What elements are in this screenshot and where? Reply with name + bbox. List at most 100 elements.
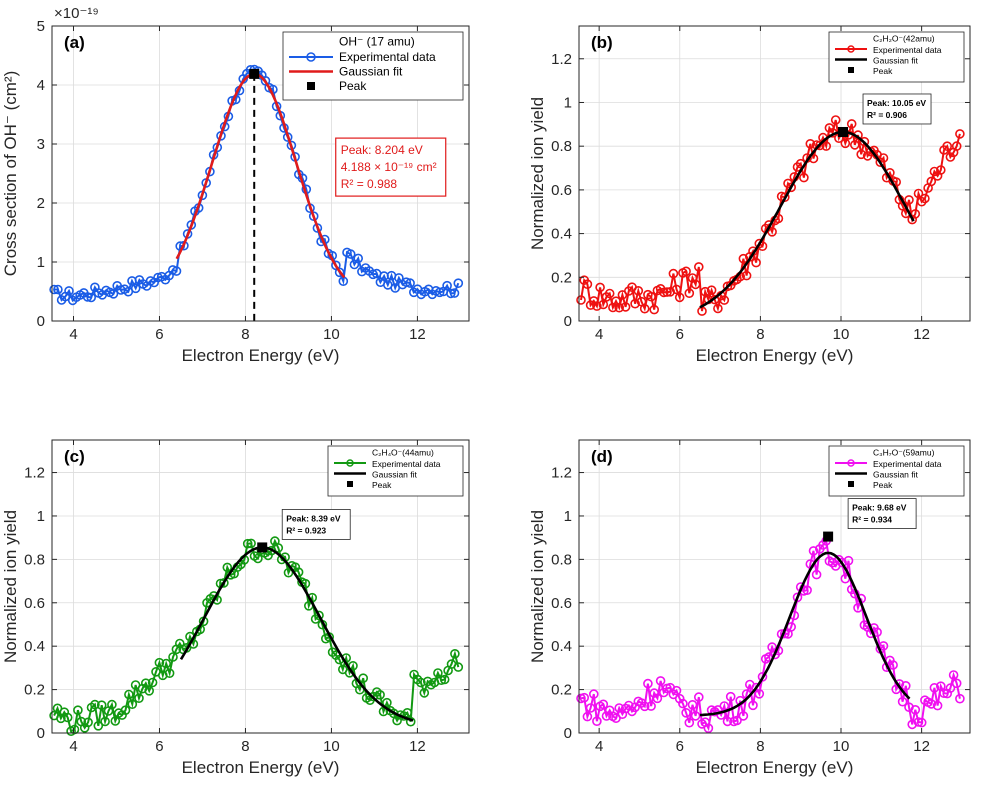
y-axis-label: Normalized ion yield: [528, 510, 547, 663]
x-axis-label: Electron Energy (eV): [696, 346, 854, 365]
legend-peak-swatch: [848, 67, 854, 73]
data-point: [843, 555, 854, 566]
data-point: [786, 182, 797, 193]
legend-entry-peak: Peak: [372, 480, 392, 490]
panel-b: 4 6 8 10 12 0 0.2 0.4 0.6 0.8 1 1.2 Electron Energy …: [528, 25, 971, 365]
legend-data-marker: [346, 459, 354, 467]
y-tick-label: 1.2: [551, 51, 572, 68]
data-point: [814, 140, 825, 151]
data-point: [951, 678, 962, 689]
data-point: [690, 711, 701, 721]
y-tick-label: 0.6: [24, 595, 45, 612]
data-point: [757, 671, 768, 682]
data-point: [722, 716, 733, 727]
data-point: [453, 662, 464, 672]
data-point: [913, 188, 924, 199]
y-tick-label: 0.2: [551, 269, 572, 286]
data-point: [700, 286, 711, 297]
legend-title: C₂H₂O⁻(42amu): [873, 34, 935, 44]
data-point: [681, 707, 691, 718]
axes-box: [578, 439, 971, 734]
data-point: [907, 719, 918, 730]
legend-entry-data: Experimental data: [873, 45, 942, 55]
legend-peak-swatch: [848, 481, 854, 487]
data-point: [910, 209, 921, 219]
data-point: [738, 253, 749, 264]
data-point: [582, 711, 593, 722]
data-point: [83, 717, 93, 728]
y-tick-label: 0.4: [551, 638, 572, 655]
annotation-line: R² = 0.934: [852, 515, 892, 525]
data-point: [588, 689, 599, 699]
data-point: [620, 302, 631, 312]
data-point: [939, 688, 949, 699]
data-point: [246, 538, 256, 549]
peak-marker: [249, 68, 260, 79]
y-tick-label: 0.4: [24, 638, 45, 655]
annotation-line: Peak: 8.204 eV: [341, 143, 423, 157]
data-point: [442, 280, 452, 291]
data-point: [390, 283, 401, 293]
data-point: [671, 685, 682, 696]
legend-peak-swatch: [347, 481, 353, 487]
x-tick-label: 4: [595, 326, 603, 343]
data-point: [445, 288, 456, 299]
data-point: [130, 283, 141, 294]
data-point: [668, 268, 679, 279]
x-tick-label: 10: [323, 326, 340, 343]
data-point: [164, 668, 175, 679]
data-point: [713, 303, 723, 314]
x-tick-label: 4: [69, 738, 77, 755]
data-point: [878, 153, 889, 163]
data-point: [741, 270, 752, 281]
panel-label: (a): [64, 33, 85, 52]
data-point: [719, 295, 730, 305]
x-tick-label: 6: [676, 738, 684, 755]
peak-annotation: Peak: 10.05 eV R² = 0.906: [862, 93, 932, 125]
data-point: [926, 699, 937, 709]
y-exponent-label: ×10⁻¹⁹: [54, 5, 99, 22]
data-point: [856, 149, 867, 160]
data-point: [754, 688, 765, 699]
panel-label: (d): [591, 447, 613, 466]
data-point: [368, 269, 378, 280]
data-point: [849, 140, 860, 150]
data-point: [808, 546, 819, 556]
data-point: [439, 674, 450, 685]
annotation-line: R² = 0.923: [286, 525, 326, 535]
gaussian-fit-line: [699, 551, 911, 717]
annotation-box: [847, 498, 917, 529]
legend-data-marker: [847, 45, 855, 53]
data-point: [416, 677, 426, 688]
data-point: [799, 172, 809, 183]
axes-box: [578, 25, 971, 322]
data-point: [598, 699, 609, 710]
legend-entry-data: Experimental data: [873, 459, 942, 469]
y-tick-label: 1.2: [551, 465, 572, 482]
data-point: [646, 701, 656, 711]
peak-marker: [838, 126, 849, 137]
data-point: [582, 279, 593, 290]
x-tick-label: 8: [756, 326, 764, 343]
data-point: [382, 697, 392, 708]
data-point: [955, 129, 965, 139]
annotation-line: R² = 0.906: [867, 110, 907, 120]
legend-title: OH⁻ (17 amu): [339, 35, 415, 49]
y-tick-label: 3: [37, 136, 45, 153]
data-point: [334, 267, 345, 278]
data-point: [595, 282, 605, 293]
y-tick-label: 1: [564, 94, 572, 111]
legend-box: [327, 445, 464, 497]
y-tick-label: 0.6: [551, 182, 572, 199]
panel-d: 4 6 8 10 12 0 0.2 0.4 0.6 0.8 1 1.2 Electron Energy …: [528, 439, 971, 777]
data-point: [579, 692, 590, 703]
x-tick-label: 8: [756, 738, 764, 755]
annotation-box: [862, 93, 932, 125]
data-point: [639, 701, 650, 712]
annotation-line: R² = 0.988: [341, 177, 398, 191]
x-tick-label: 12: [913, 326, 930, 343]
data-point: [345, 249, 356, 259]
annotation-line: 4.188 × 10⁻¹⁹ cm²: [341, 160, 437, 174]
data-point: [375, 689, 385, 700]
